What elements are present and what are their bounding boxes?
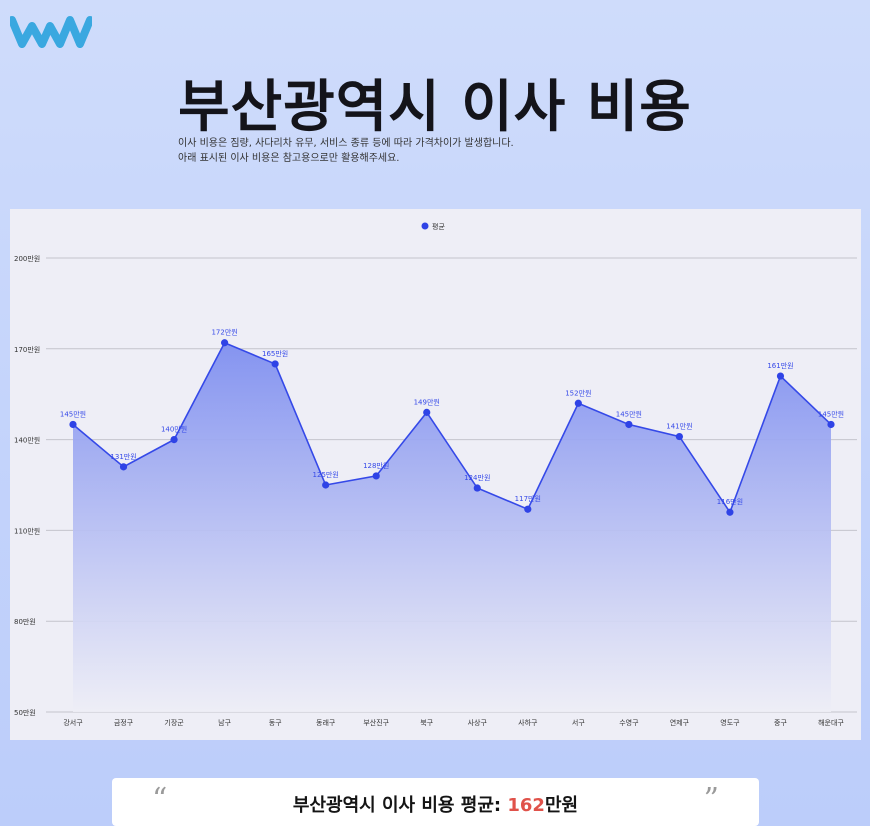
x-tick-label: 금정구: [114, 718, 134, 727]
close-quote-icon: ”: [703, 782, 719, 817]
data-point: [827, 420, 835, 429]
x-tick-label: 연제구: [670, 719, 690, 727]
data-point: [675, 432, 684, 441]
y-tick-label: 80만원: [14, 617, 36, 626]
legend-marker: [421, 222, 429, 230]
x-tick-label: 중구: [774, 719, 787, 727]
x-tick-label: 동구: [269, 719, 282, 727]
x-tick-label: 북구: [420, 719, 433, 727]
data-label: 117만원: [515, 494, 541, 503]
description-line-1: 이사 비용은 짐량, 사다리차 유무, 서비스 종류 등에 따라 가격차이가 발…: [178, 138, 514, 149]
data-point: [221, 339, 229, 347]
data-label: 124만원: [464, 473, 490, 482]
data-label: 149만원: [414, 397, 440, 406]
data-point: [625, 420, 633, 429]
data-point: [69, 420, 77, 429]
description: 이사 비용은 짐량, 사다리차 유무, 서비스 종류 등에 따라 가격차이가 발…: [178, 136, 514, 166]
x-tick-label: 사상구: [468, 718, 488, 727]
data-label: 125만원: [313, 470, 339, 479]
wm-logo-icon: [10, 16, 92, 48]
summary-text: 부산광역시 이사 비용 평균: 162만원: [112, 791, 759, 817]
series-line: [72, 341, 832, 514]
data-label: 140만원: [161, 425, 187, 434]
summary-value: 162: [507, 795, 545, 816]
y-tick-label: 50만원: [14, 708, 36, 717]
x-tick-label: 서구: [572, 718, 585, 727]
data-label: 145만원: [818, 409, 844, 418]
x-tick-label: 강서구: [63, 718, 83, 727]
page-title: 부산광역시 이사 비용: [178, 75, 692, 140]
y-tick-label: 140만원: [14, 436, 40, 445]
area-chart: 145만원 131만원 140만원 172만원 165만원 125만원 128만원 149만원…: [14, 222, 857, 727]
x-tick-label: 해운대구: [818, 718, 844, 727]
x-tick-label: 수영구: [619, 718, 639, 727]
data-point: [322, 481, 330, 489]
data-point: [271, 360, 279, 368]
y-tick-label: 110만원: [14, 526, 40, 535]
open-quote-icon: “: [152, 782, 168, 817]
data-point: [423, 408, 431, 416]
data-label: 128만원: [363, 461, 389, 470]
data-point: [170, 436, 178, 444]
summary-prefix: 부산광역시 이사 비용 평균:: [292, 795, 508, 816]
y-tick-label: 200만원: [14, 254, 40, 263]
data-label: 145만원: [616, 409, 642, 418]
data-label: 145만원: [60, 409, 86, 418]
data-point: [473, 484, 481, 492]
x-tick-label: 영도구: [720, 718, 740, 727]
data-point: [726, 508, 734, 516]
description-line-2: 아래 표시된 이사 비용은 참고용으로만 활용해주세요.: [178, 153, 400, 164]
legend-label: 평균: [432, 222, 445, 231]
data-label: 141만원: [666, 422, 692, 431]
data-label: 116만원: [717, 497, 743, 506]
x-tick-label: 부산진구: [363, 718, 389, 727]
summary-suffix: 만원: [544, 795, 579, 816]
data-label: 152만원: [565, 388, 591, 397]
data-point: [372, 472, 380, 480]
area-fill: [73, 342, 831, 712]
data-label: 161만원: [767, 361, 793, 370]
data-point: [776, 372, 785, 380]
x-tick-label: 동래구: [316, 718, 336, 727]
x-tick-label: 사하구: [518, 718, 538, 727]
chart-panel: 145만원 131만원 140만원 172만원 165만원 125만원 128만원 149만원…: [10, 209, 861, 740]
x-tick-label: 기장군: [164, 718, 184, 727]
summary-box: “ 부산광역시 이사 비용 평균: 162만원 ”: [112, 778, 759, 826]
data-label: 165만원: [262, 349, 288, 358]
data-point: [119, 463, 128, 471]
data-point: [524, 505, 532, 513]
data-label: 131만원: [110, 452, 136, 461]
data-point: [574, 399, 582, 407]
x-tick-label: 남구: [218, 718, 231, 727]
data-label: 172만원: [211, 328, 237, 337]
y-tick-label: 170만원: [14, 345, 40, 354]
